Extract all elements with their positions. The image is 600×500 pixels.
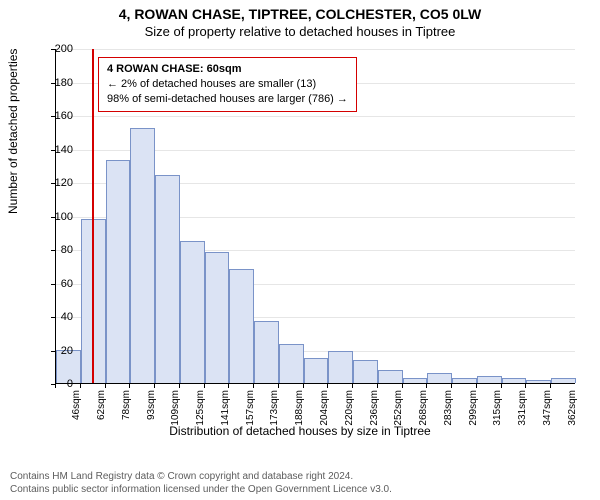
x-tick-label: 268sqm bbox=[418, 390, 429, 426]
x-tick-label: 173sqm bbox=[269, 390, 280, 426]
plot-area: 4 ROWAN CHASE: 60sqm← 2% of detached hou… bbox=[55, 49, 575, 384]
x-tick-mark bbox=[55, 384, 56, 388]
x-tick-mark bbox=[550, 384, 551, 388]
y-axis-label: Number of detached properties bbox=[6, 49, 20, 214]
callout-title: 4 ROWAN CHASE: 60sqm bbox=[107, 62, 348, 77]
marker-line bbox=[92, 49, 94, 383]
x-tick-label: 157sqm bbox=[245, 390, 256, 426]
bar bbox=[353, 360, 378, 383]
x-tick-mark bbox=[501, 384, 502, 388]
x-tick-mark bbox=[129, 384, 130, 388]
y-tick-mark bbox=[51, 183, 55, 184]
y-tick-mark bbox=[51, 317, 55, 318]
y-tick-mark bbox=[51, 116, 55, 117]
x-tick-label: 362sqm bbox=[567, 390, 578, 426]
callout-line: 98% of semi-detached houses are larger (… bbox=[107, 92, 348, 107]
bar bbox=[279, 344, 304, 383]
x-axis-label: Distribution of detached houses by size … bbox=[0, 424, 600, 438]
page-title: 4, ROWAN CHASE, TIPTREE, COLCHESTER, CO5… bbox=[0, 6, 600, 22]
x-tick-mark bbox=[179, 384, 180, 388]
footer-attribution: Contains HM Land Registry data © Crown c… bbox=[10, 471, 392, 496]
bar bbox=[502, 378, 527, 383]
x-tick-mark bbox=[253, 384, 254, 388]
x-tick-label: 93sqm bbox=[146, 390, 157, 420]
y-tick-mark bbox=[51, 217, 55, 218]
x-tick-mark bbox=[476, 384, 477, 388]
x-tick-label: 220sqm bbox=[344, 390, 355, 426]
x-tick-label: 125sqm bbox=[195, 390, 206, 426]
x-tick-label: 236sqm bbox=[369, 390, 380, 426]
y-tick-mark bbox=[51, 83, 55, 84]
bar bbox=[551, 378, 576, 383]
x-tick-mark bbox=[402, 384, 403, 388]
y-tick-mark bbox=[51, 49, 55, 50]
bar bbox=[130, 128, 155, 383]
x-tick-mark bbox=[80, 384, 81, 388]
bar bbox=[205, 252, 230, 383]
bar bbox=[106, 160, 131, 383]
x-tick-mark bbox=[525, 384, 526, 388]
x-tick-label: 62sqm bbox=[96, 390, 107, 420]
x-tick-label: 252sqm bbox=[393, 390, 404, 426]
x-tick-label: 188sqm bbox=[294, 390, 305, 426]
x-tick-mark bbox=[451, 384, 452, 388]
x-tick-mark bbox=[105, 384, 106, 388]
footer-line2: Contains public sector information licen… bbox=[10, 484, 392, 497]
x-tick-mark bbox=[377, 384, 378, 388]
x-tick-label: 109sqm bbox=[170, 390, 181, 426]
x-tick-label: 299sqm bbox=[468, 390, 479, 426]
y-tick-mark bbox=[51, 351, 55, 352]
x-tick-label: 315sqm bbox=[492, 390, 503, 426]
x-tick-label: 331sqm bbox=[517, 390, 528, 426]
grid-line bbox=[56, 49, 575, 50]
page-subtitle: Size of property relative to detached ho… bbox=[0, 24, 600, 39]
callout-box: 4 ROWAN CHASE: 60sqm← 2% of detached hou… bbox=[98, 57, 357, 112]
title-block: 4, ROWAN CHASE, TIPTREE, COLCHESTER, CO5… bbox=[0, 0, 600, 39]
y-tick-mark bbox=[51, 284, 55, 285]
x-tick-mark bbox=[204, 384, 205, 388]
chart-container: Number of detached properties 4 ROWAN CH… bbox=[0, 44, 600, 444]
x-tick-mark bbox=[303, 384, 304, 388]
bar bbox=[526, 380, 551, 383]
bar bbox=[328, 351, 353, 383]
x-tick-mark bbox=[426, 384, 427, 388]
bar bbox=[254, 321, 279, 383]
x-tick-mark bbox=[352, 384, 353, 388]
bar bbox=[378, 370, 403, 383]
x-tick-label: 283sqm bbox=[443, 390, 454, 426]
callout-line: ← 2% of detached houses are smaller (13) bbox=[107, 77, 348, 92]
x-tick-label: 46sqm bbox=[71, 390, 82, 420]
bar bbox=[155, 175, 180, 383]
bar bbox=[180, 241, 205, 383]
x-tick-label: 204sqm bbox=[319, 390, 330, 426]
x-tick-mark bbox=[327, 384, 328, 388]
bar bbox=[304, 358, 329, 383]
bar bbox=[403, 378, 428, 383]
x-tick-mark bbox=[278, 384, 279, 388]
bar bbox=[452, 378, 477, 383]
x-tick-label: 347sqm bbox=[542, 390, 553, 426]
x-tick-label: 141sqm bbox=[220, 390, 231, 426]
x-tick-mark bbox=[154, 384, 155, 388]
y-tick-mark bbox=[51, 150, 55, 151]
x-tick-label: 78sqm bbox=[121, 390, 132, 420]
bar bbox=[229, 269, 254, 383]
footer-line1: Contains HM Land Registry data © Crown c… bbox=[10, 471, 392, 484]
y-tick-mark bbox=[51, 250, 55, 251]
bar bbox=[477, 376, 502, 383]
x-tick-mark bbox=[228, 384, 229, 388]
grid-line bbox=[56, 116, 575, 117]
bar bbox=[427, 373, 452, 383]
